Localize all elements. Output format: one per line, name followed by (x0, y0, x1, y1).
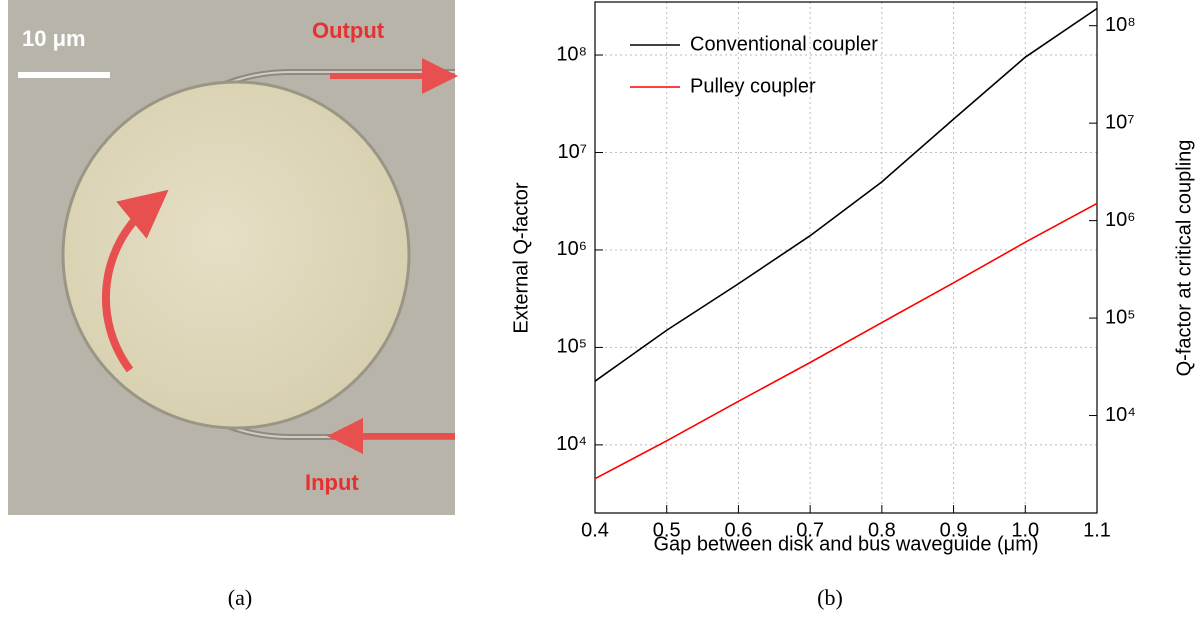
y-axis-title: External Q-factor (510, 182, 532, 334)
x-tick-label: 0.8 (868, 519, 896, 541)
figure: 10 μm Output Input (a) (b) Gap between d… (0, 0, 1202, 625)
legend-label: Pulley coupler (690, 75, 816, 97)
input-label: Input (305, 470, 359, 495)
y2-tick-label: 10⁶ (1105, 209, 1135, 231)
series-line (595, 203, 1097, 478)
y-tick-label: 10⁴ (556, 433, 587, 455)
x-tick-label: 0.6 (725, 519, 753, 541)
y2-tick-label: 10⁴ (1105, 404, 1136, 426)
y2-tick-label: 10⁵ (1105, 306, 1136, 328)
x-tick-label: 1.1 (1083, 519, 1111, 541)
x-tick-label: 0.9 (940, 519, 968, 541)
legend-label: Conventional coupler (690, 33, 878, 55)
y-tick-label: 10⁶ (557, 238, 587, 260)
y-tick-label: 10⁵ (556, 336, 587, 358)
x-tick-label: 0.7 (796, 519, 824, 541)
y2-tick-label: 10⁷ (1105, 111, 1134, 133)
x-tick-label: 0.5 (653, 519, 681, 541)
y-tick-label: 10⁸ (556, 43, 587, 65)
page: {"panel_a": {"scale_bar": "10 μm", "outp… (0, 0, 1202, 625)
micrograph: 10 μm Output Input (8, 0, 455, 515)
y-tick-label: 10⁷ (558, 141, 587, 163)
scale-label: 10 μm (22, 26, 86, 51)
caption: (b) (817, 585, 843, 610)
plot-frame (595, 2, 1097, 513)
output-label: Output (312, 18, 385, 43)
x-axis-title: Gap between disk and bus waveguide (μm) (653, 533, 1038, 555)
x-tick-label: 0.4 (581, 519, 609, 541)
x-tick-label: 1.0 (1011, 519, 1039, 541)
y2-axis-title: Q-factor at critical coupling (1173, 140, 1195, 377)
y2-tick-label: 10⁸ (1105, 14, 1136, 36)
caption: (a) (228, 585, 252, 610)
series-line (595, 9, 1097, 382)
